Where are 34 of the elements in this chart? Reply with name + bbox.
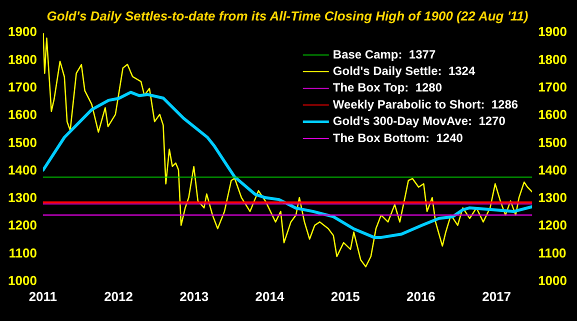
x-tick-label: 2016 (406, 288, 436, 304)
x-tick-label: 2012 (104, 288, 133, 304)
y-tick-label: 1900 (8, 24, 37, 40)
y-tick-label: 1600 (8, 107, 37, 122)
legend-label: Base Camp: 1377 (332, 47, 436, 62)
y2-tick-label: 1200 (538, 218, 567, 233)
y-tick-label: 1100 (8, 245, 37, 260)
y2-tick-label: 1800 (538, 52, 567, 67)
x-tick-label: 2014 (255, 288, 285, 304)
y-tick-label: 1200 (8, 218, 37, 233)
x-tick-label: 2015 (330, 288, 360, 304)
x-tick-label: 2017 (482, 288, 512, 304)
y2-tick-label: 1000 (538, 272, 567, 288)
x-tick-label: 2013 (180, 288, 209, 304)
y2-tick-label: 1600 (538, 107, 567, 122)
y2-tick-label: 1700 (538, 79, 567, 94)
legend-label: Weekly Parabolic to Short: 1286 (332, 97, 518, 112)
y2-tick-label: 1900 (538, 24, 567, 40)
y2-tick-label: 1500 (538, 134, 567, 150)
y2-tick-label: 1100 (538, 245, 566, 260)
y-tick-label: 1700 (8, 79, 37, 94)
x-tick-label: 2011 (28, 288, 58, 304)
y-tick-label: 1500 (8, 134, 37, 150)
y-tick-label: 1400 (8, 162, 37, 178)
legend-label: The Box Top: 1280 (332, 80, 442, 95)
legend-label: Gold's 300-Day MovAve: 1270 (332, 114, 506, 128)
chart-title: Gold's Daily Settles-to-date from its All-Time Closing High of 1900 (22 Aug '11) (46, 8, 528, 24)
legend-label: The Box Bottom: 1240 (332, 130, 464, 145)
y-tick-label: 1000 (8, 272, 37, 288)
y2-tick-label: 1300 (538, 190, 567, 206)
legend-label: Gold's Daily Settle: 1324 (332, 64, 476, 78)
y-tick-label: 1300 (8, 190, 37, 206)
y-tick-label: 1800 (8, 52, 37, 67)
y2-tick-label: 1400 (538, 162, 567, 178)
